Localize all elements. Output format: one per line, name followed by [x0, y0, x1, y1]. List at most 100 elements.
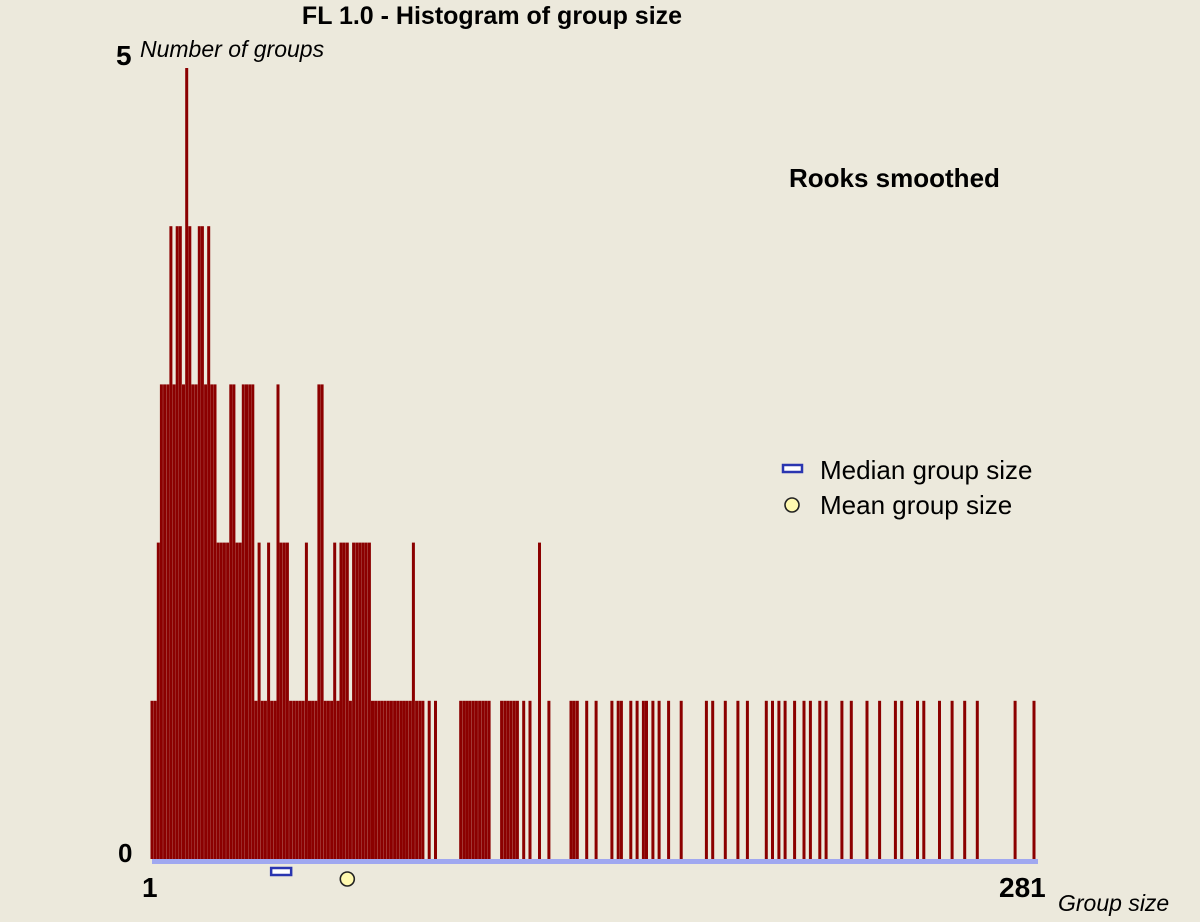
bar-72 — [374, 700, 378, 859]
bar-80 — [399, 700, 403, 859]
bar-35 — [257, 542, 261, 859]
bar-10 — [178, 226, 182, 859]
bar-46 — [292, 700, 296, 859]
bar-5 — [163, 384, 167, 859]
chart-title: FL 1.0 - Histogram of group size — [301, 2, 683, 30]
bar-157 — [641, 700, 645, 859]
bar-47 — [295, 700, 299, 859]
bar-251 — [938, 700, 941, 859]
bar-208 — [802, 700, 806, 859]
y-tick-min: 0 — [118, 838, 133, 868]
bar-104 — [474, 700, 478, 859]
bar-61 — [339, 542, 343, 859]
bar-41 — [276, 384, 280, 859]
bar-26 — [229, 384, 233, 859]
bar-91 — [434, 700, 437, 859]
bar-59 — [333, 542, 337, 859]
bar-76 — [386, 700, 390, 859]
bar-44 — [285, 542, 289, 859]
bar-7 — [169, 226, 173, 859]
bar-57 — [326, 700, 330, 859]
bar-117 — [515, 700, 519, 859]
bar-150 — [619, 700, 623, 859]
bar-40 — [273, 700, 277, 859]
bar-81 — [402, 700, 406, 859]
chart-annotation: Rooks smoothed — [789, 163, 1000, 193]
bar-31 — [245, 384, 248, 859]
bar-68 — [361, 542, 365, 859]
bar-73 — [377, 700, 381, 859]
bar-101 — [465, 700, 469, 859]
bar-124 — [538, 542, 541, 859]
bar-33 — [251, 384, 255, 859]
bar-3 — [156, 542, 160, 859]
bar-15 — [194, 384, 198, 859]
x-tick-min: 1 — [142, 872, 158, 903]
bar-16 — [197, 226, 201, 859]
bar-75 — [383, 700, 387, 859]
bar-179 — [711, 700, 715, 859]
bar-48 — [298, 700, 302, 859]
bar-200 — [777, 700, 781, 859]
bar-1 — [150, 700, 154, 859]
bar-6 — [166, 384, 170, 859]
bar-107 — [484, 700, 488, 859]
bar-60 — [336, 700, 340, 859]
bar-106 — [481, 700, 485, 859]
bar-50 — [304, 542, 308, 859]
bar-82 — [405, 700, 409, 859]
bar-34 — [254, 700, 258, 859]
bar-39 — [270, 700, 274, 859]
bar-147 — [610, 700, 614, 859]
bar-43 — [282, 542, 286, 859]
bar-29 — [238, 542, 242, 859]
bar-183 — [723, 700, 727, 859]
bar-153 — [629, 700, 633, 859]
bar-71 — [371, 700, 374, 859]
bar-38 — [267, 542, 271, 859]
bar-17 — [200, 226, 204, 859]
bar-21 — [213, 384, 217, 859]
bar-121 — [528, 700, 532, 859]
bar-23 — [219, 542, 223, 859]
bar-162 — [657, 700, 661, 859]
bar-52 — [311, 700, 315, 859]
bar-177 — [704, 700, 708, 859]
bar-246 — [922, 700, 926, 859]
bar-11 — [182, 384, 185, 859]
bar-69 — [364, 542, 368, 859]
bar-213 — [818, 700, 822, 859]
legend-mean-swatch — [784, 497, 800, 513]
x-axis-label: Group size — [1058, 890, 1170, 916]
bar-51 — [308, 700, 311, 859]
bar-100 — [462, 700, 466, 859]
bar-83 — [408, 700, 412, 859]
bar-165 — [667, 700, 671, 859]
bar-205 — [793, 700, 797, 859]
y-tick-max: 5 — [116, 40, 132, 71]
bar-63 — [345, 542, 349, 859]
bar-112 — [500, 700, 504, 859]
bar-22 — [216, 542, 220, 859]
bar-155 — [635, 700, 639, 859]
bar-196 — [764, 700, 768, 859]
bar-2 — [153, 700, 157, 859]
bar-25 — [226, 542, 230, 859]
bar-85 — [415, 700, 419, 859]
legend-mean-label: Mean group size — [820, 490, 1013, 520]
x-axis-baseline — [152, 859, 1038, 864]
bar-190 — [745, 700, 749, 859]
bar-169 — [679, 700, 683, 859]
bar-136 — [575, 700, 579, 859]
bar-142 — [594, 700, 598, 859]
bar-99 — [459, 700, 463, 859]
bar-149 — [616, 700, 620, 859]
bar-13 — [188, 226, 192, 859]
bar-18 — [204, 384, 208, 859]
bar-244 — [916, 700, 919, 859]
bar-37 — [263, 700, 267, 859]
bar-237 — [893, 700, 897, 859]
bar-79 — [396, 700, 400, 859]
